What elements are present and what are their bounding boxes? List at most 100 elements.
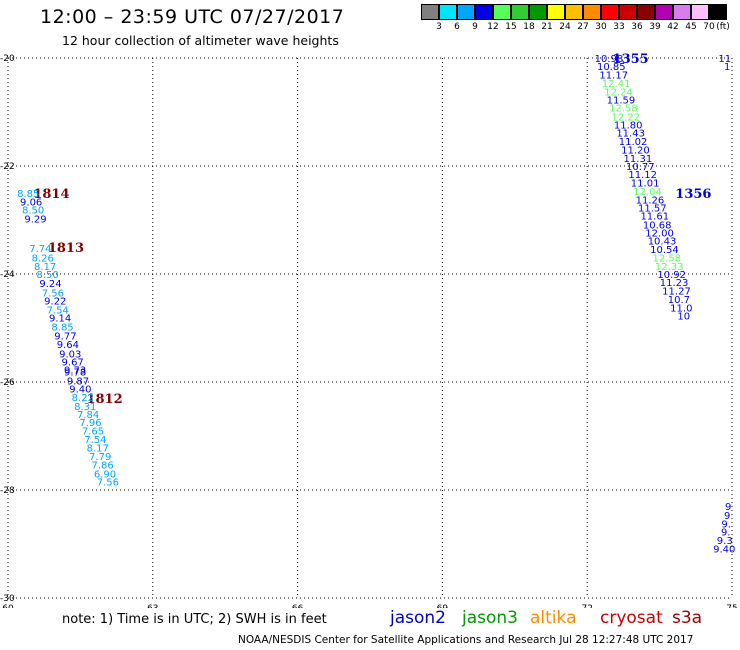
mission-jason2: jason2 bbox=[390, 608, 446, 628]
x-tick-label: 75 bbox=[726, 604, 737, 608]
track-number-label: 1812 bbox=[86, 392, 122, 407]
wave-height-value: 11 bbox=[718, 54, 731, 65]
color-scale-label: 21 bbox=[541, 22, 553, 32]
wave-height-value: 1 bbox=[724, 62, 730, 73]
y-tick-label: -30 bbox=[0, 594, 15, 604]
color-scale-label: 15 bbox=[505, 22, 517, 32]
wave-height-value: 12.33 bbox=[655, 262, 684, 273]
wave-height-value: 11.17 bbox=[599, 71, 628, 82]
wave-height-value: 8.17 bbox=[34, 262, 56, 273]
wave-height-value: 9.67 bbox=[62, 357, 84, 368]
wave-height-value: 10.98 bbox=[595, 54, 624, 65]
color-swatch bbox=[637, 4, 655, 20]
wave-height-value: 8.50 bbox=[36, 270, 58, 281]
wave-height-value: 6.90 bbox=[94, 469, 116, 480]
color-scale-label: 6 bbox=[454, 22, 460, 32]
wave-height-value: 11.80 bbox=[614, 120, 643, 131]
wave-height-value: 12.24 bbox=[604, 87, 633, 98]
color-swatch bbox=[673, 4, 691, 20]
wave-height-value: 10.43 bbox=[648, 237, 677, 248]
wave-height-value: 9.29 bbox=[24, 214, 46, 225]
wave-height-value: 7.86 bbox=[91, 461, 113, 472]
wave-height-value: 8.22 bbox=[72, 393, 94, 404]
wave-height-value: 11.23 bbox=[660, 278, 689, 289]
track-number-label: 1355 bbox=[613, 52, 649, 67]
wave-height-value: 11.26 bbox=[636, 195, 665, 206]
color-swatch bbox=[439, 4, 457, 20]
page-subtitle: 12 hour collection of altimeter wave hei… bbox=[62, 33, 339, 48]
color-scale-label: 24 bbox=[559, 22, 571, 32]
color-scale-label: 36 bbox=[631, 22, 643, 32]
wave-height-value: 11.0 bbox=[670, 303, 692, 314]
x-tick-label: 69 bbox=[437, 604, 449, 608]
color-scale-label: 70 bbox=[703, 22, 715, 32]
wave-height-value: 7.74 bbox=[29, 244, 51, 255]
color-scale-label: 27 bbox=[577, 22, 589, 32]
footnote: note: 1) Time is in UTC; 2) SWH is in fe… bbox=[62, 612, 327, 627]
mission-cryosat: cryosat bbox=[600, 608, 663, 628]
wave-height-value: 8.31 bbox=[74, 402, 96, 413]
axis-tick-labels: 60 63 66 69 72 75 -20 -22 -24 -26 -28 -30 bbox=[0, 54, 738, 608]
wave-height-value: 9. bbox=[721, 519, 731, 530]
wave-height-value: 8.50 bbox=[22, 206, 44, 217]
credits-line: NOAA/NESDIS Center for Satellite Applica… bbox=[238, 634, 694, 646]
x-tick-label: 63 bbox=[147, 604, 158, 608]
wave-height-value: 9 bbox=[725, 502, 731, 513]
wave-height-value: 7.54 bbox=[84, 435, 106, 446]
color-scale-label: (ft) bbox=[716, 22, 730, 32]
y-tick-label: -28 bbox=[0, 486, 15, 496]
page-title: 12:00 – 23:59 UTC 07/27/2017 bbox=[40, 6, 345, 28]
wave-height-value: 7.54 bbox=[47, 306, 69, 317]
color-scale-label: 30 bbox=[595, 22, 607, 32]
color-swatch bbox=[601, 4, 619, 20]
wave-height-value: 9.3 bbox=[717, 536, 733, 547]
wave-height-value: 11.02 bbox=[619, 137, 648, 148]
mission-jason3: jason3 bbox=[462, 608, 518, 628]
wave-height-value: 9.78 bbox=[64, 368, 86, 379]
wave-height-value: 10.68 bbox=[643, 220, 672, 231]
color-scale-label: 9 bbox=[472, 22, 478, 32]
color-swatch bbox=[493, 4, 511, 20]
wave-height-value: 9.73 bbox=[64, 366, 86, 377]
wave-height-value: 11.31 bbox=[624, 154, 653, 165]
wave-height-value: 10 bbox=[677, 312, 690, 323]
wave-height-value: 11.01 bbox=[631, 179, 660, 190]
wave-height-value: 7.65 bbox=[82, 427, 104, 438]
color-swatch bbox=[421, 4, 439, 20]
color-swatch bbox=[619, 4, 637, 20]
y-tick-label: -22 bbox=[0, 162, 15, 172]
wave-height-value: 11.61 bbox=[640, 212, 669, 223]
color-swatch bbox=[547, 4, 565, 20]
color-swatch bbox=[475, 4, 493, 20]
track-number-label: 1356 bbox=[675, 187, 711, 202]
wave-height-value: 7.84 bbox=[77, 410, 99, 421]
x-tick-label: 72 bbox=[581, 604, 592, 608]
wave-height-value: 9.87 bbox=[67, 376, 89, 387]
wave-height-value: 11.12 bbox=[628, 170, 657, 181]
wave-height-value: 8.26 bbox=[32, 253, 54, 264]
wave-height-value: 9.40 bbox=[713, 544, 735, 555]
color-scale-label: 39 bbox=[649, 22, 661, 32]
color-scale-label: 3 bbox=[436, 22, 442, 32]
wave-height-value: 12.58 bbox=[653, 253, 682, 264]
wave-height-value: 9.03 bbox=[59, 349, 81, 360]
wave-height-chart: 606366697275-20-22-24-26-28-30 181418131… bbox=[0, 52, 738, 608]
color-swatch bbox=[529, 4, 547, 20]
mission-s3a: s3a bbox=[672, 608, 703, 628]
wave-height-value: 9. bbox=[721, 528, 731, 539]
x-tick-label: 60 bbox=[2, 604, 14, 608]
wave-height-value: 8.17 bbox=[87, 443, 109, 454]
wave-height-value: 11.59 bbox=[607, 96, 636, 107]
x-tick-label: 66 bbox=[292, 604, 304, 608]
color-scale-legend: 3 6 9 12 15 18 21 24 27 30 33 36 39 42 45 70 (ft) bbox=[421, 4, 730, 36]
wave-height-value: 7.79 bbox=[89, 452, 111, 463]
track-number-label: 1813 bbox=[48, 241, 84, 256]
wave-height-value: 11.27 bbox=[662, 287, 691, 298]
wave-height-value: 10.54 bbox=[650, 245, 679, 256]
color-scale-label: 18 bbox=[523, 22, 535, 32]
wave-height-value: 10.92 bbox=[657, 270, 686, 281]
wave-height-value: 12.00 bbox=[645, 228, 674, 239]
wave-height-value: 11.20 bbox=[621, 145, 650, 156]
wave-height-value: 7.96 bbox=[79, 418, 101, 429]
color-scale-label: 12 bbox=[487, 22, 499, 32]
